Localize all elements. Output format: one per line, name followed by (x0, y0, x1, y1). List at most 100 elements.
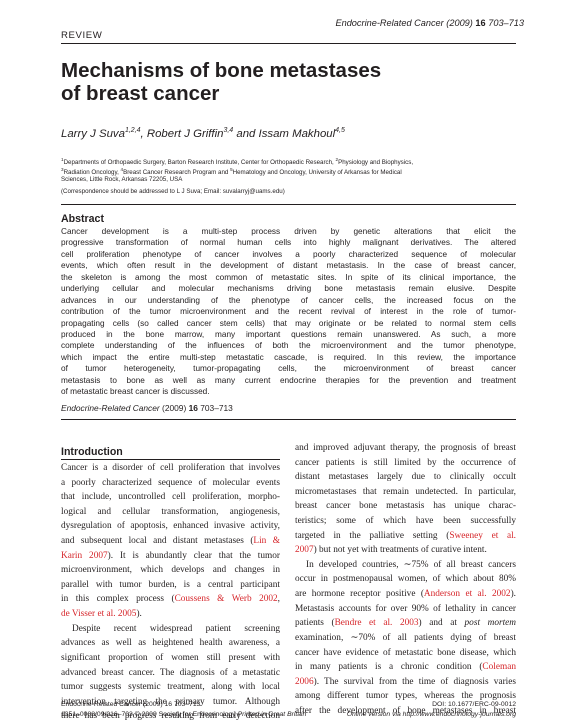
body-line: after the development of bone metastases… (295, 705, 516, 716)
author-2: Robert J Griffin (146, 128, 224, 140)
author-1-affil: 1,2,4 (124, 127, 141, 134)
body-text: in this complex process ( (61, 594, 175, 605)
body-line: occur in postmenopausal women, of which … (295, 574, 516, 585)
introduction-heading: Introduction (61, 446, 123, 458)
journal-volume: 16 (475, 18, 486, 28)
journal-name: Endocrine-Related Cancer (335, 18, 444, 28)
footer-copyright: 1351–0088/09/016–703 © 2009 Society for … (61, 711, 236, 718)
body-text: ). It is abundantly clear that the tumor (107, 550, 280, 561)
reference-link[interactable]: Sweeney et al. (449, 530, 517, 541)
body-line: patients (Bendre et al. 2003) and at pos… (295, 616, 516, 631)
footer-citation: Endocrine-Related Cancer (2009) 16 703–7… (61, 701, 201, 708)
reference-link[interactable]: Bendre et al. 2003 (334, 618, 419, 629)
body-line: breast cancer bone metastasis has unique… (295, 501, 516, 512)
reference-link[interactable]: Karin 2007 (61, 550, 108, 561)
reference-link[interactable]: de Visser et al. 2005 (61, 609, 137, 620)
body-line: cancer patients is still limited by the … (295, 457, 516, 468)
reference-link[interactable]: Lin & (253, 536, 280, 547)
body-line: Karin 2007). It is abundantly clear that… (61, 549, 280, 564)
author-3-affil: 4,5 (335, 127, 345, 134)
footer-doi: DOI: 10.1677/ERC-09-0012 (432, 701, 516, 708)
abstract-citation: Endocrine-Related Cancer (2009) 16 703–7… (61, 403, 233, 413)
body-line: targeted in the palliative setting (Swee… (295, 529, 516, 544)
body-line: de Visser et al. 2005). (61, 607, 280, 622)
citation-journal: Endocrine-Related Cancer (61, 403, 160, 413)
body-text: post mortem (464, 618, 517, 629)
reference-link[interactable]: 2007 (295, 545, 314, 556)
body-line: 2006). The survival from the time of dia… (295, 675, 516, 690)
abstract-line: progressive transformation of normal hum… (61, 238, 516, 248)
body-line: tumor suggests systemic treatment, along… (61, 682, 280, 693)
abstract-bottom-rule (61, 419, 516, 420)
affil-marker: 3 (61, 167, 64, 172)
body-line: examination, ∼70% of all patients dying … (295, 632, 516, 643)
body-line: micrometastases that remain undetected. … (295, 486, 516, 497)
intro-heading-rule (61, 459, 280, 460)
body-line: dysregulation of apoptosis, enhanced inv… (61, 521, 280, 532)
journal-pages: 703–713 (488, 18, 524, 28)
running-header: Endocrine-Related Cancer (2009) 16 703–7… (335, 18, 524, 28)
abstract-line: propagating cells (so called cancer stem… (61, 318, 516, 328)
body-line: in many patients is a chronic condition … (295, 660, 516, 675)
body-line: that include, uncontrolled cell prolifer… (61, 492, 280, 503)
intro-left-column: Cancer is a disorder of cell proliferati… (61, 461, 280, 724)
abstract-line: which impact the entire multi-step metas… (61, 352, 516, 362)
title-line-2: of breast cancer (61, 82, 220, 105)
abstract-heading: Abstract (61, 213, 104, 225)
footer-online[interactable]: Online version via http://www.endocrinol… (346, 711, 516, 718)
affiliation-line-2: 3Radiation Oncology, 4Breast Cancer Rese… (61, 165, 481, 177)
body-text: ). The survival from the time of diagnos… (313, 676, 516, 687)
abstract-line: underlying cellular and molecular mechan… (61, 284, 516, 294)
body-line: In developed countries, ∼75% of all brea… (306, 559, 516, 570)
reference-link[interactable]: Coussens & Werb 2002 (174, 594, 278, 605)
body-line: among different tumor types, whereas the… (295, 691, 516, 702)
abstract-line: events, which often result in the develo… (61, 261, 516, 271)
body-text: are hormone receptor positive ( (295, 589, 424, 600)
body-line: are hormone receptor positive (Anderson … (295, 587, 516, 602)
intro-right-column: and improved adjuvant therapy, the progn… (295, 441, 516, 719)
abstract-line: Cancer development is a multi-step proce… (61, 227, 516, 236)
affil-text: Radiation Oncology, (63, 169, 121, 176)
abstract-line: advances in our understanding of the phe… (61, 295, 516, 305)
body-line: advances as well as heightened health aw… (61, 638, 280, 649)
article-title: Mechanisms of bone metastases of breast … (61, 59, 381, 105)
body-line: 2007) but not yet with treatments of cur… (295, 543, 516, 558)
reference-link[interactable]: Anderson et al. 2002 (423, 589, 511, 600)
body-line: and subsequent local and distant metasta… (61, 534, 280, 549)
author-3: Issam Makhoul (258, 128, 336, 140)
correspondence: (Correspondence should be addressed to L… (61, 188, 285, 195)
affil-text: Hematology and Oncology, University of A… (232, 169, 402, 176)
header-rule (61, 43, 516, 44)
affil-marker: 2 (335, 157, 339, 162)
body-line: parallel with tumor burden, is a central… (61, 579, 280, 590)
author-list: Larry J Suva1,2,4, Robert J Griffin3,4 a… (61, 127, 345, 140)
body-text: ). (136, 609, 142, 620)
body-text: in many patients is a chronic condition … (295, 662, 483, 673)
abstract-line: the skeleton is among the most common of… (61, 272, 516, 282)
body-line: and improved adjuvant therapy, the progn… (295, 443, 516, 453)
abstract-line: contribution of the tumor microenvironme… (61, 307, 516, 317)
body-line: logical and cellular transformation, ang… (61, 506, 280, 517)
body-text: ) but not yet with treatments of curativ… (313, 545, 487, 556)
affiliation-line-1: 1Departments of Orthopaedic Surgery, Bar… (61, 155, 481, 167)
body-line: intervention targeting the primary tumor… (61, 696, 280, 707)
author-and: and (233, 128, 259, 140)
affil-text: Departments of Orthopaedic Surgery, Bart… (63, 159, 336, 166)
body-text: , (277, 594, 280, 605)
affil-text: Breast Cancer Research Program and (123, 169, 231, 176)
abstract-line: of metastatic breast cancer is discussed… (61, 387, 210, 397)
body-line: distant metastases largely due to clinic… (295, 472, 516, 483)
reference-link[interactable]: Coleman (482, 662, 516, 673)
body-line: significant proportion of women still pr… (61, 652, 280, 663)
body-line: Metastasis accounts for over 90% of leth… (295, 603, 516, 614)
journal-year: (2009) (446, 18, 473, 28)
reference-link[interactable]: 2006 (295, 676, 314, 687)
citation-volume: 16 (188, 403, 198, 413)
abstract-line: of tumor heterogeneity, tumor-propagatin… (61, 364, 516, 374)
author-2-affil: 3,4 (223, 127, 234, 134)
abstract-body: Cancer development is a multi-step proce… (61, 226, 516, 398)
doi-link[interactable]: 10.1677/ERC-09-0012 (447, 701, 516, 708)
affil-marker: 5 (230, 167, 233, 172)
body-line: Cancer is a disorder of cell proliferati… (61, 463, 280, 473)
body-line: there has been progress resulting from e… (61, 711, 280, 722)
